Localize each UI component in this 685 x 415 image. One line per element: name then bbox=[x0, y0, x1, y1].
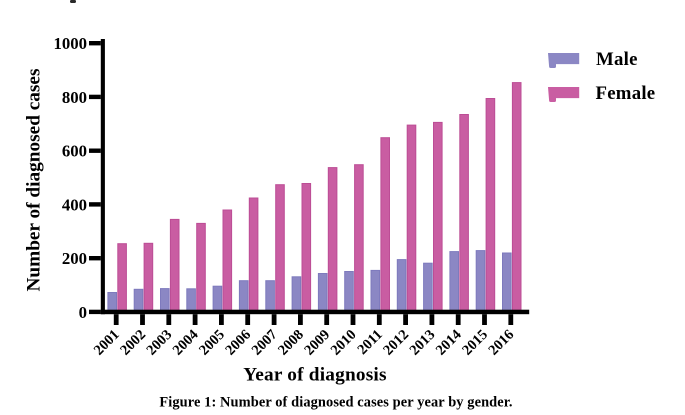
svg-text:Year of diagnosis: Year of diagnosis bbox=[243, 365, 387, 386]
svg-text:Female: Female bbox=[596, 83, 656, 104]
svg-text:Figure 1: Number of diagnosed: Figure 1: Number of diagnosed cases per … bbox=[159, 395, 512, 411]
svg-text:600: 600 bbox=[62, 142, 87, 161]
svg-text:Male: Male bbox=[596, 49, 638, 70]
svg-text:200: 200 bbox=[62, 249, 87, 268]
svg-text:Number of diagnosed cases: Number of diagnosed cases bbox=[24, 68, 45, 291]
svg-text:400: 400 bbox=[62, 195, 87, 214]
svg-text:0: 0 bbox=[79, 303, 87, 322]
svg-text:1000: 1000 bbox=[53, 34, 87, 53]
svg-text:800: 800 bbox=[62, 88, 87, 107]
